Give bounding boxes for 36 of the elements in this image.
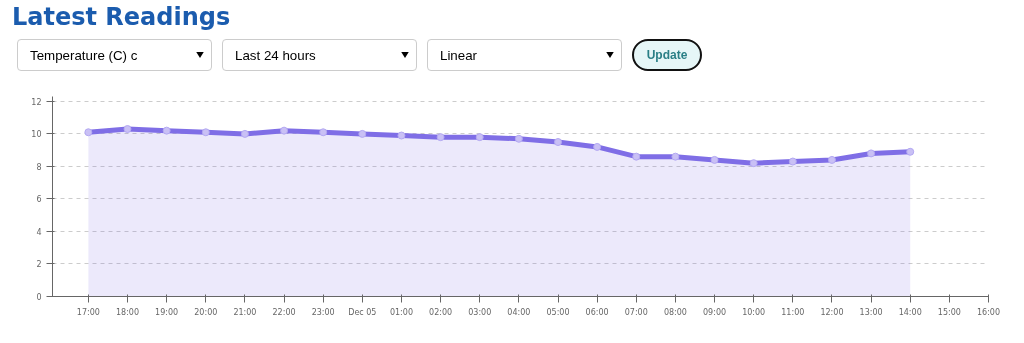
y-tick-label: 2 — [36, 260, 42, 270]
x-tick-label: 08:00 — [663, 307, 687, 317]
chart-title: Latest Readings — [12, 2, 231, 33]
x-tick-label: 14:00 — [898, 307, 922, 317]
x-tick-label: 19:00 — [155, 307, 179, 317]
x-tick-label: 22:00 — [272, 307, 296, 317]
x-tick-label: 17:00 — [76, 307, 100, 317]
x-tick-label: 02:00 — [429, 307, 453, 317]
y-tick-label: 0 — [36, 293, 42, 302]
x-tick-label: 21:00 — [233, 307, 257, 317]
x-tick-label: Dec 05 — [348, 307, 377, 317]
x-tick-label: 11:00 — [781, 307, 805, 317]
text: Temperature (C) c — [17, 39, 212, 71]
x-tick-label: 18:00 — [115, 307, 140, 317]
x-tick-label: 16:00 — [976, 307, 1001, 317]
x-tick-label: 13:00 — [859, 307, 883, 317]
y-tick-label: 8 — [36, 162, 42, 172]
x-tick-label: 20:00 — [194, 307, 218, 317]
x-tick-label: 10:00 — [742, 307, 766, 317]
x-tick-label: 03:00 — [468, 307, 492, 317]
text: Update — [632, 39, 702, 71]
x-tick-label: 23:00 — [311, 307, 335, 317]
y-tick-label: 4 — [36, 227, 42, 237]
x-tick-label: 12:00 — [820, 307, 844, 317]
text: Linear — [427, 39, 622, 71]
x-tick-label: 15:00 — [937, 307, 961, 317]
y-tick-label: 6 — [36, 195, 42, 205]
x-tick-label: 07:00 — [624, 307, 648, 317]
x-tick-label: 04:00 — [507, 307, 531, 317]
text: Last 24 hours — [222, 39, 417, 71]
y-tick-label: 12 — [31, 97, 42, 107]
x-tick-label: 01:00 — [389, 307, 413, 317]
y-tick-label: 10 — [31, 130, 42, 140]
x-tick-label: 06:00 — [585, 307, 609, 317]
x-tick-label: 09:00 — [703, 307, 727, 317]
x-tick-label: 05:00 — [546, 307, 570, 317]
